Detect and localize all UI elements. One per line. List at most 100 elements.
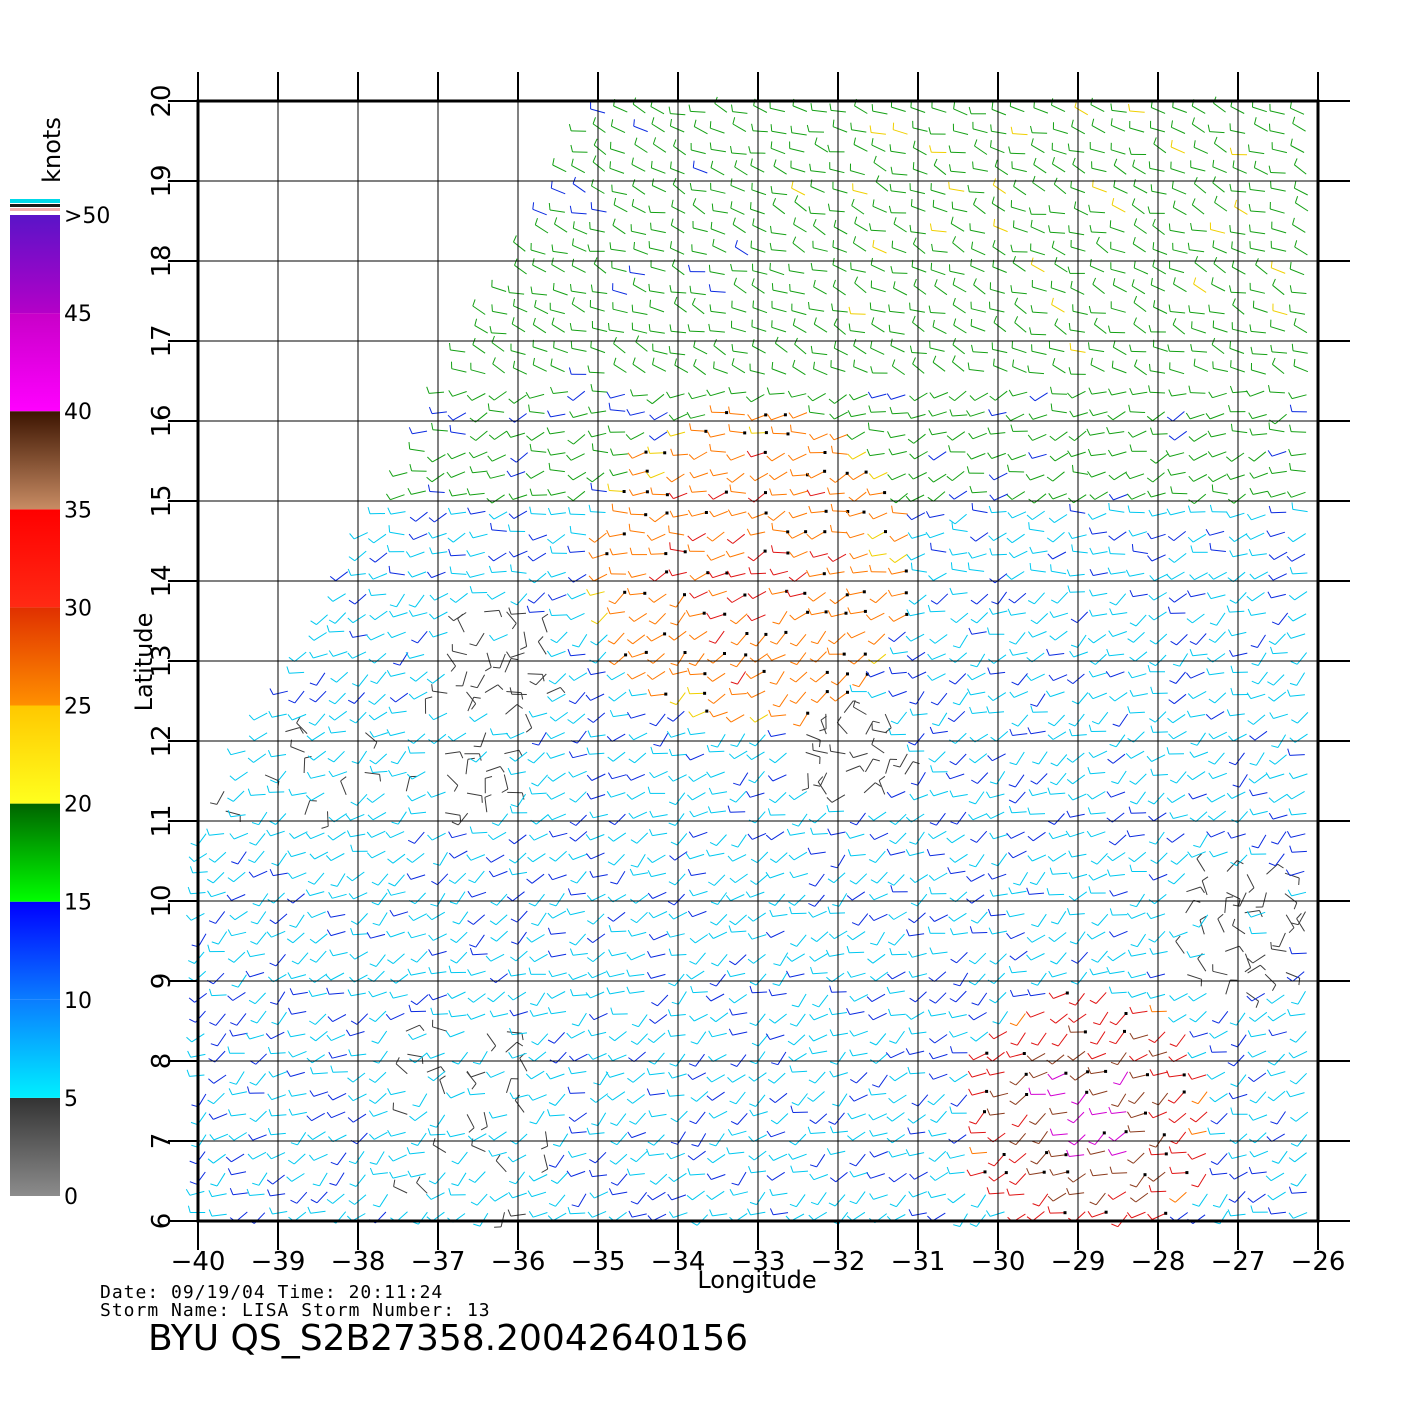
wind-barb-flag — [814, 280, 816, 287]
wind-barb-flag — [249, 715, 254, 720]
wind-barb-flag — [770, 1208, 773, 1214]
wind-barb — [1220, 1194, 1228, 1207]
wind-barb-flag — [989, 928, 992, 934]
wind-barb-flag — [889, 305, 890, 312]
wind-barb-flag — [1189, 793, 1193, 799]
wind-barb-flag — [969, 1015, 974, 1020]
wind-barb — [756, 1095, 765, 1107]
wind-barb — [480, 1051, 488, 1064]
wind-barb — [1196, 812, 1207, 822]
wind-barb — [934, 791, 948, 796]
wind-barb-flag — [269, 1109, 271, 1116]
wind-barb — [834, 873, 845, 883]
wind-barb — [592, 774, 606, 781]
wind-barb-flag — [950, 858, 955, 863]
wind-barb-flag — [1149, 1145, 1156, 1147]
wind-barb-flag — [388, 1088, 391, 1094]
wind-barb-flag — [370, 558, 376, 562]
wind-barb — [1017, 1014, 1026, 1026]
wind-barb-flag — [929, 759, 935, 763]
wind-barb-flag — [850, 1201, 857, 1204]
wind-barb — [393, 613, 407, 617]
wind-barb — [913, 1115, 925, 1124]
wind-barb — [333, 1194, 345, 1204]
wind-barb-flag — [370, 681, 377, 684]
wind-barb — [412, 572, 426, 577]
rain-flag-marker — [1144, 1173, 1147, 1176]
wind-barb-flag — [250, 1118, 256, 1122]
wind-barb-flag — [1007, 933, 1011, 939]
wind-barb — [1248, 965, 1261, 973]
wind-barb — [274, 893, 285, 903]
wind-barb-flag — [485, 795, 492, 798]
wind-barb-flag — [707, 850, 710, 856]
wind-barb-flag — [1071, 619, 1077, 623]
wind-barb-flag — [550, 857, 556, 861]
wind-barb-flag — [626, 434, 631, 439]
wind-barb — [393, 473, 408, 477]
rain-flag-marker — [646, 490, 649, 493]
wind-barb-flag — [790, 469, 792, 476]
wind-barb-flag — [509, 840, 515, 844]
wind-barb-flag — [1149, 1050, 1153, 1056]
wind-barb — [870, 672, 884, 678]
wind-barb — [1115, 693, 1127, 701]
wind-barb-flag — [592, 443, 593, 450]
wind-barb-flag — [890, 948, 892, 955]
wind-barb-flag — [1188, 1073, 1192, 1079]
wind-barb — [999, 1011, 1007, 1024]
wind-barb-flag — [1150, 459, 1156, 463]
wind-barb-flag — [210, 1134, 214, 1140]
wind-barb-flag — [1168, 718, 1173, 723]
wind-barb — [654, 594, 667, 602]
wind-barb — [571, 654, 586, 656]
rain-flag-marker — [764, 413, 767, 416]
wind-barb-flag — [331, 1162, 338, 1165]
wind-barb-flag — [727, 478, 733, 482]
wind-barb-flag — [568, 720, 574, 724]
wind-barb-flag — [1072, 544, 1073, 551]
wind-barb-flag — [1233, 299, 1236, 305]
wind-barb-flag — [267, 786, 269, 793]
wind-barb-flag — [832, 446, 833, 453]
wind-barb-flag — [389, 470, 393, 476]
wind-barb-flag — [729, 688, 731, 695]
wind-barb — [597, 613, 607, 624]
wind-barb — [793, 1171, 808, 1172]
wind-barb-flag — [1248, 1052, 1253, 1057]
wind-barb-flag — [1210, 1033, 1215, 1038]
wind-barb-flag — [627, 1169, 630, 1176]
wind-barb-flag — [729, 407, 730, 414]
wind-barb — [1072, 535, 1087, 539]
wind-barb — [971, 692, 986, 695]
wind-barb — [533, 347, 547, 352]
wind-barb — [509, 293, 524, 295]
wind-barb — [806, 735, 820, 741]
wind-barb-flag — [1230, 600, 1236, 603]
wind-barb — [772, 1172, 785, 1180]
wind-barb — [613, 511, 628, 513]
wind-barb-flag — [850, 1171, 854, 1177]
wind-barb-flag — [1031, 706, 1033, 713]
wind-barb — [520, 1058, 527, 1071]
wind-barb — [752, 935, 766, 940]
wind-barb — [694, 452, 707, 460]
wind-barb — [1174, 694, 1186, 703]
wind-barb — [551, 513, 566, 515]
wind-barb — [1037, 613, 1048, 623]
wind-barb — [472, 832, 487, 833]
wind-barb-flag — [690, 1121, 696, 1124]
wind-barb — [833, 287, 845, 295]
wind-barb — [1132, 1212, 1146, 1218]
wind-barb-flag — [830, 599, 835, 603]
wind-barb — [972, 632, 987, 635]
wind-barb — [411, 812, 426, 814]
wind-barb — [511, 732, 525, 738]
wind-barb — [794, 552, 808, 558]
wind-barb — [573, 491, 585, 500]
wind-barb — [960, 635, 968, 648]
wind-barb-flag — [908, 919, 914, 923]
wind-barb-flag — [990, 495, 995, 500]
wind-barb-flag — [490, 635, 494, 641]
wind-barb-flag — [768, 516, 774, 520]
